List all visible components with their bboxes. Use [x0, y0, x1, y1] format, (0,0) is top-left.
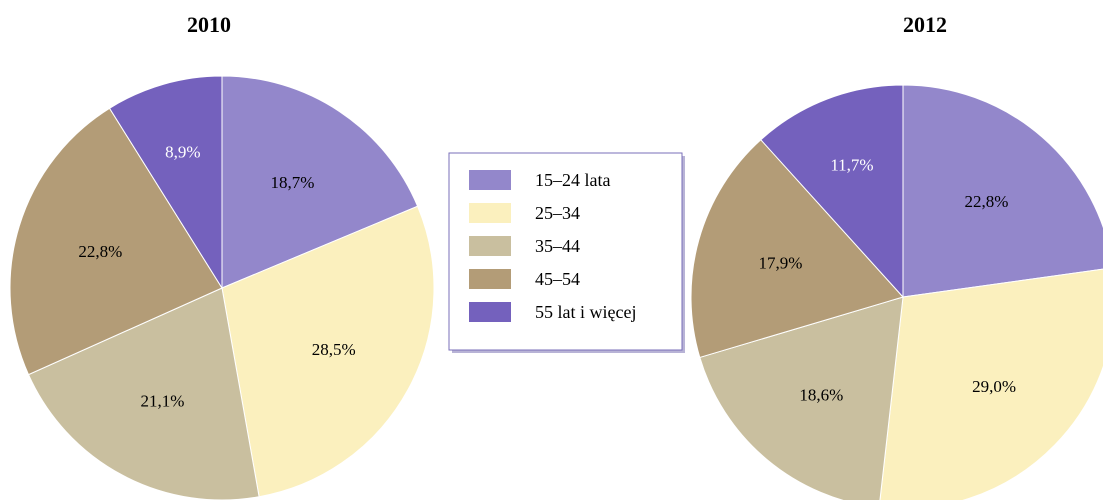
- slice-label-2010-2: 28,5%: [312, 340, 356, 359]
- pie-slice-2012-4: [690, 139, 904, 359]
- pie-slice-2010-1: [221, 75, 419, 289]
- slice-label-2010-5: 8,9%: [165, 142, 200, 161]
- slice-label-2010-1: 18,7%: [271, 173, 315, 192]
- legend-label-5: 55 lat i więcej: [535, 302, 636, 322]
- slice-label-2012-3: 18,6%: [799, 385, 843, 404]
- slice-label-2012-5: 11,7%: [830, 155, 873, 174]
- slice-label-2010-3: 21,1%: [141, 391, 185, 410]
- slice-label-2012-1: 22,8%: [965, 192, 1009, 211]
- pie-slice-2012-5: [760, 84, 904, 299]
- pie-slice-2012-2: [879, 268, 1103, 500]
- pie-slice-2012-1: [902, 84, 1103, 298]
- slice-label-2012-2: 29,0%: [972, 377, 1016, 396]
- legend-swatch-2: [469, 203, 511, 223]
- pie-slice-2010-4: [9, 107, 223, 376]
- legend-swatch-4: [469, 269, 511, 289]
- chart-legend: 15–24 lata 25–34 35–44 45–54 55 lat i więcej: [448, 152, 685, 353]
- pie-slice-2010-2: [221, 205, 435, 498]
- legend-swatch-5: [469, 302, 511, 322]
- legend-swatch-3: [469, 236, 511, 256]
- legend-swatch-1: [469, 170, 511, 190]
- slice-label-2012-4: 17,9%: [759, 254, 803, 273]
- pie-chart-2012: 2012 22,8% 29,0% 18,6% 17,9% 11,7%: [690, 12, 1103, 500]
- chart-title-2010: 2010: [187, 12, 231, 37]
- pie-chart-2010: 2010 18,7% 28,5% 21,1% 22,8% 8,9%: [9, 12, 435, 500]
- pie-slice-2012-3: [699, 296, 904, 500]
- legend-label-4: 45–54: [535, 269, 580, 289]
- legend-label-2: 25–34: [535, 203, 580, 223]
- pie-slice-2010-5: [108, 75, 223, 290]
- slice-label-2010-4: 22,8%: [78, 242, 122, 261]
- legend-label-1: 15–24 lata: [535, 170, 610, 190]
- chart-title-2012: 2012: [903, 12, 947, 37]
- legend-label-3: 35–44: [535, 236, 580, 256]
